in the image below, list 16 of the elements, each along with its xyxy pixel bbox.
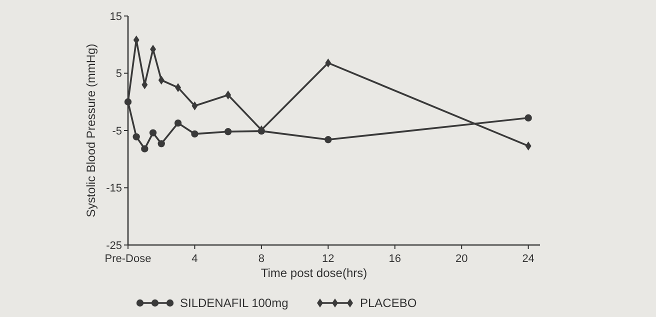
legend-label: SILDENAFIL 100mg bbox=[180, 296, 288, 310]
x-tick-label: 12 bbox=[322, 253, 334, 265]
x-tick-label: 8 bbox=[258, 253, 265, 265]
x-tick-label: 16 bbox=[388, 253, 402, 265]
y-tick-label: -5 bbox=[112, 125, 122, 138]
y-tick-label: 5 bbox=[116, 68, 122, 80]
y-tick-label: -15 bbox=[106, 182, 122, 195]
y-axis-title: Systolic Blood Pressure (mmHg) bbox=[84, 44, 98, 218]
x-tick-label: 4 bbox=[192, 253, 198, 265]
legend-label: PLACEBO bbox=[360, 296, 417, 310]
x-axis-title: Time post dose(hrs) bbox=[260, 266, 368, 280]
x-tick-label: 24 bbox=[522, 253, 534, 265]
x-tick-label: 20 bbox=[455, 253, 468, 265]
y-tick-label: 15 bbox=[110, 10, 122, 23]
y-tick-label: -25 bbox=[106, 240, 122, 252]
x-tick-label: Pre-Dose bbox=[104, 253, 152, 265]
